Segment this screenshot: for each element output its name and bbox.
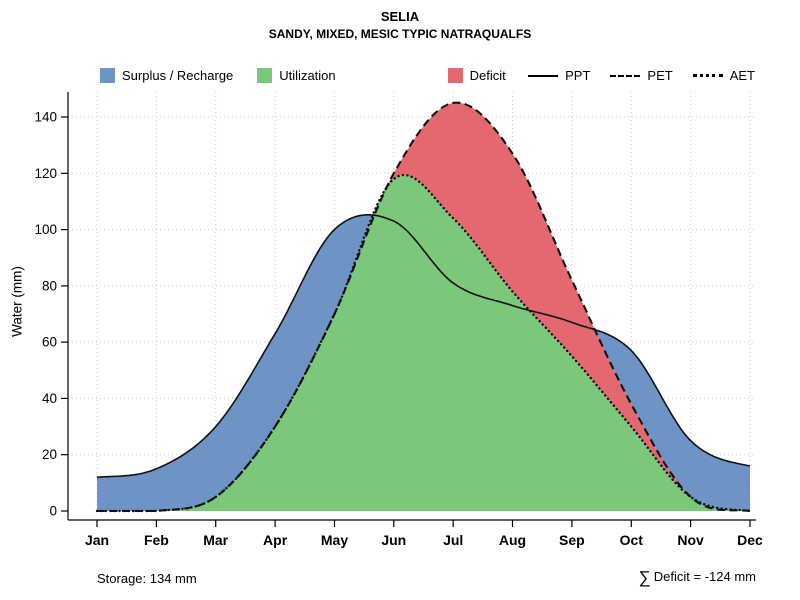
svg-text:Apr: Apr xyxy=(263,532,288,548)
legend-label-utilization: Utilization xyxy=(279,68,336,83)
svg-text:Oct: Oct xyxy=(620,532,644,548)
utilization-area xyxy=(97,175,750,511)
svg-text:Dec: Dec xyxy=(737,532,763,548)
svg-text:Mar: Mar xyxy=(203,532,228,548)
pet-line xyxy=(97,101,751,513)
deficit-sum-annotation: ∑ Deficit = -124 mm xyxy=(639,568,756,588)
chart-title-block: SELIA SANDY, MIXED, MESIC TYPIC NATRAQUA… xyxy=(0,9,800,41)
deficit-sum-text: Deficit = -124 mm xyxy=(653,569,756,584)
legend-item-ppt: PPT xyxy=(528,68,590,83)
svg-text:100: 100 xyxy=(34,222,57,237)
solid-line-sample xyxy=(528,74,559,77)
dotted-line-sample xyxy=(692,74,723,77)
legend-label-aet: AET xyxy=(729,68,755,83)
surplus-area xyxy=(97,102,750,511)
axis-tick-labels: 0 20 40 60 80 100 120 140 Jan Feb Mar Apr May Jun Jul A… xyxy=(34,110,763,549)
svg-text:Sep: Sep xyxy=(559,532,585,548)
chart-subtitle: SANDY, MIXED, MESIC TYPIC NATRAQUALFS xyxy=(268,27,532,41)
svg-text:120: 120 xyxy=(34,166,57,181)
ppt-line xyxy=(96,214,751,478)
legend-area-entries: Surplus / Recharge Utilization Deficit xyxy=(100,68,506,83)
surplus-swatch xyxy=(100,68,115,83)
legend: Surplus / Recharge Utilization Deficit P… xyxy=(100,68,755,83)
legend-label-deficit: Deficit xyxy=(469,68,506,83)
svg-text:140: 140 xyxy=(34,110,57,125)
legend-item-pet: PET xyxy=(610,68,673,83)
chart-title: SELIA xyxy=(380,9,420,24)
svg-text:Feb: Feb xyxy=(144,532,169,548)
svg-text:80: 80 xyxy=(42,278,57,293)
svg-text:60: 60 xyxy=(42,335,57,350)
svg-text:Jun: Jun xyxy=(381,532,406,548)
svg-text:Nov: Nov xyxy=(677,532,704,548)
storage-annotation: Storage: 134 mm xyxy=(97,571,197,586)
legend-item-utilization: Utilization xyxy=(257,68,336,83)
svg-text:0: 0 xyxy=(49,504,57,519)
deficit-swatch xyxy=(447,68,463,83)
sigma-symbol: ∑ xyxy=(638,568,651,587)
svg-text:20: 20 xyxy=(42,447,57,462)
dashed-line-sample xyxy=(610,74,641,77)
svg-text:Jul: Jul xyxy=(443,532,463,548)
svg-text:40: 40 xyxy=(42,391,57,406)
legend-label-surplus: Surplus / Recharge xyxy=(122,68,234,83)
legend-item-surplus: Surplus / Recharge xyxy=(100,68,233,83)
legend-label-ppt: PPT xyxy=(565,68,591,83)
legend-item-deficit: Deficit xyxy=(447,68,506,83)
svg-text:May: May xyxy=(321,532,348,548)
legend-label-pet: PET xyxy=(647,68,673,83)
legend-line-entries: PPT PET AET xyxy=(528,68,755,83)
svg-text:Aug: Aug xyxy=(499,532,526,548)
y-axis-label: Water (mm) xyxy=(9,266,25,337)
utilization-swatch xyxy=(257,68,273,83)
legend-item-aet: AET xyxy=(692,68,755,83)
svg-text:Jan: Jan xyxy=(85,532,109,548)
axes xyxy=(61,92,756,527)
